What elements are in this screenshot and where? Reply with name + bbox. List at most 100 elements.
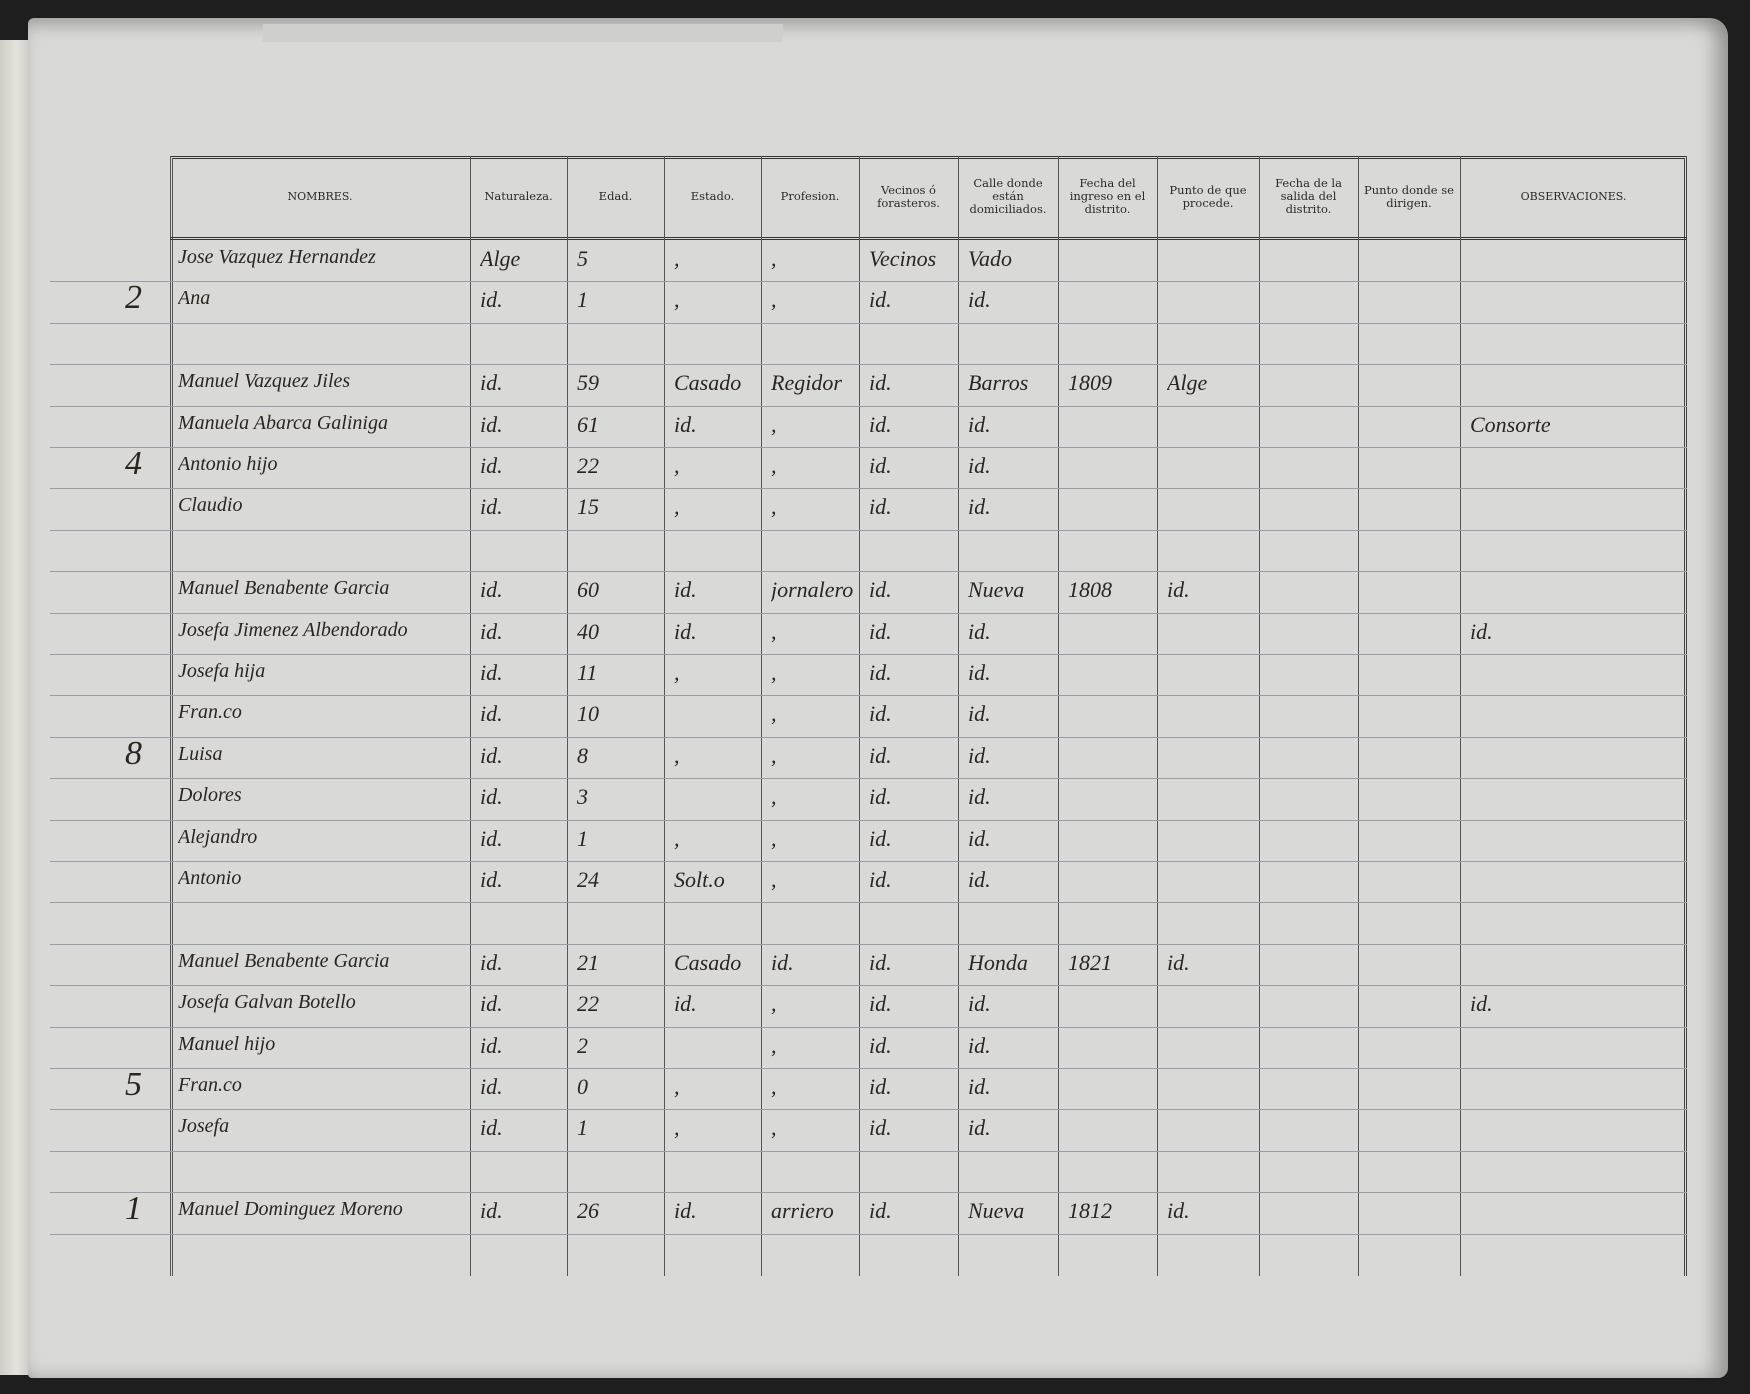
cell-nombres: Dolores xyxy=(178,784,242,807)
row-rule xyxy=(50,281,1687,283)
cell-vecinos: id. xyxy=(869,370,892,396)
row-rule xyxy=(50,985,1687,987)
cell-edad: 10 xyxy=(577,701,599,727)
cell-observaciones: id. xyxy=(1470,991,1493,1017)
header-edad: Edad. xyxy=(567,156,664,240)
row-rule xyxy=(50,1068,1687,1069)
cell-naturaleza: id. xyxy=(480,618,503,644)
cell-vecinos: id. xyxy=(869,453,892,478)
header-label: Naturaleza. xyxy=(484,189,553,203)
row-rule xyxy=(50,1026,1687,1028)
cell-nombres: Josefa xyxy=(178,1115,230,1138)
cell-vecinos: id. xyxy=(869,825,892,851)
cell-vecinos: id. xyxy=(869,494,892,520)
cell-nombres: Claudio xyxy=(178,494,243,517)
cell-edad: 40 xyxy=(577,618,599,644)
cell-nombres: Ana xyxy=(178,287,211,310)
cell-naturaleza: id. xyxy=(480,1032,503,1058)
cell-profesion: Regidor xyxy=(771,370,842,396)
column-divider xyxy=(1460,156,1461,1276)
cell-calle: id. xyxy=(968,1074,991,1099)
cell-profesion: , xyxy=(771,287,777,313)
cell-calle: Nueva xyxy=(968,1198,1025,1224)
cell-calle: id. xyxy=(968,660,991,685)
cell-nombres: Fran.co xyxy=(178,701,242,724)
row-rule xyxy=(50,943,1687,945)
cell-profesion: , xyxy=(771,784,777,810)
cell-vecinos: id. xyxy=(869,660,892,685)
header-label: Profesion. xyxy=(780,189,840,203)
cell-edad: 21 xyxy=(577,949,599,975)
row-rule xyxy=(50,736,1687,738)
header-fecha-salida: Fecha de la salida del distrito. xyxy=(1259,156,1358,240)
cell-naturaleza: id. xyxy=(480,701,503,727)
cell-edad: 8 xyxy=(577,742,588,768)
cell-vecinos: id. xyxy=(869,1032,892,1058)
column-divider xyxy=(1157,156,1158,1276)
cell-calle: Honda xyxy=(968,949,1028,975)
row-rule xyxy=(50,654,1687,655)
cell-profesion: , xyxy=(771,1115,777,1141)
header-label: NOMBRES. xyxy=(287,190,353,203)
header-label: Calle donde están domiciliados. xyxy=(969,176,1047,216)
cell-calle: id. xyxy=(968,742,991,768)
cell-nombres: Josefa Galvan Botello xyxy=(178,991,356,1014)
cell-profesion: , xyxy=(771,1074,777,1099)
row-rule xyxy=(50,322,1687,324)
cell-naturaleza: id. xyxy=(480,370,503,396)
cell-estado: , xyxy=(674,287,680,313)
header-calle: Calle donde están domiciliados. xyxy=(958,156,1058,240)
row-rule xyxy=(50,405,1687,407)
cell-profesion: , xyxy=(771,701,777,727)
cell-estado: id. xyxy=(674,1198,697,1224)
cell-edad: 61 xyxy=(577,411,599,437)
cell-fecha-ingreso: 1821 xyxy=(1068,949,1112,975)
row-rule xyxy=(50,364,1687,366)
cell-naturaleza: id. xyxy=(480,1198,503,1224)
cell-naturaleza: id. xyxy=(480,825,503,851)
cell-observaciones: Consorte xyxy=(1470,411,1551,437)
cell-calle: Vado xyxy=(968,246,1012,271)
cell-profesion: , xyxy=(771,825,777,851)
cell-estado: id. xyxy=(674,577,697,603)
cell-nombres: Manuel Benabente Garcia xyxy=(178,949,390,972)
cell-punto-procede: id. xyxy=(1167,577,1190,603)
cell-calle: id. xyxy=(968,1115,991,1141)
cell-profesion: , xyxy=(771,742,777,768)
cell-calle: id. xyxy=(968,618,991,644)
cell-vecinos: id. xyxy=(869,1115,892,1141)
cell-estado: id. xyxy=(674,991,697,1017)
column-divider xyxy=(859,156,860,1276)
header-observaciones: OBSERVACIONES. xyxy=(1460,156,1687,240)
column-divider xyxy=(958,156,959,1276)
cell-vecinos: id. xyxy=(869,701,892,727)
cell-edad: 22 xyxy=(577,453,599,478)
cell-profesion: arriero xyxy=(771,1198,834,1224)
cell-nombres: Jose Vazquez Hernandez xyxy=(178,246,376,268)
row-rule xyxy=(50,778,1687,780)
cell-vecinos: id. xyxy=(869,784,892,810)
row-rule xyxy=(50,488,1687,490)
cell-punto-procede: id. xyxy=(1167,949,1190,975)
cell-nombres: Manuel Vazquez Jiles xyxy=(178,370,351,393)
column-divider xyxy=(1058,156,1059,1276)
header-punto-dirigen: Punto donde se dirigen. xyxy=(1358,156,1460,240)
family-size-mark: 1 xyxy=(125,1190,142,1228)
cell-nombres: Antonio hijo xyxy=(178,453,278,475)
cell-estado: , xyxy=(674,1074,680,1099)
cell-nombres: Fran.co xyxy=(178,1074,242,1096)
row-rule xyxy=(50,819,1687,821)
cell-vecinos: id. xyxy=(869,742,892,768)
cell-vecinos: id. xyxy=(869,577,892,603)
cell-vecinos: id. xyxy=(869,618,892,644)
cell-calle: id. xyxy=(968,411,991,437)
cell-naturaleza: id. xyxy=(480,1115,503,1141)
header-label: Fecha de la salida del distrito. xyxy=(1275,176,1342,216)
cell-naturaleza: id. xyxy=(480,867,503,892)
cell-edad: 60 xyxy=(577,577,599,603)
row-rule xyxy=(50,1109,1687,1111)
column-divider xyxy=(664,156,665,1276)
header-profesion: Profesion. xyxy=(761,156,859,240)
cell-edad: 5 xyxy=(577,246,588,271)
cell-estado: , xyxy=(674,1115,680,1141)
